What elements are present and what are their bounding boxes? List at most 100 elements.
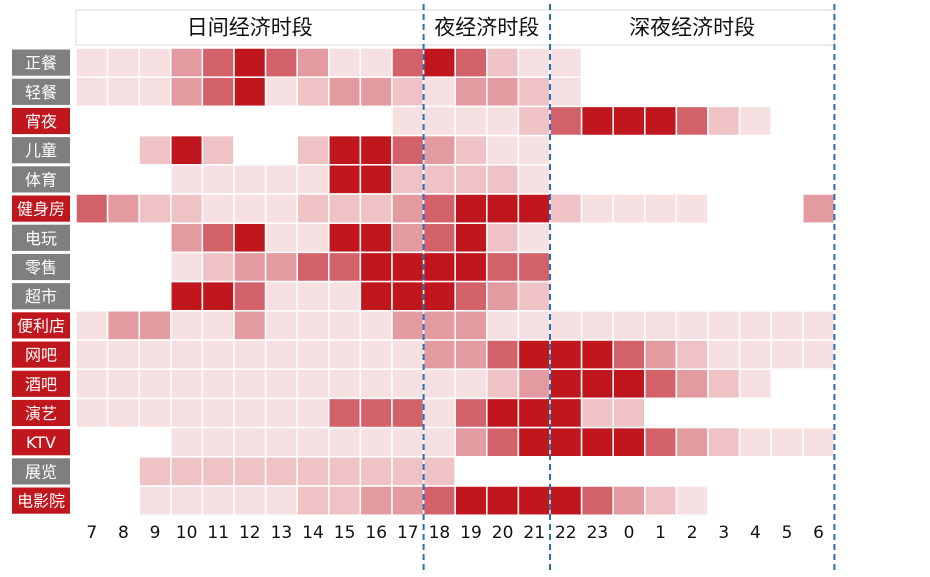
heatmap-cell (138, 456, 172, 487)
heatmap-cell (106, 251, 140, 283)
heatmap-cell (738, 47, 772, 78)
heatmap-cell (517, 222, 551, 254)
row-label: KTV (26, 433, 56, 452)
heatmap-cell (170, 134, 204, 166)
section-label: 日间经济时段 (187, 16, 313, 40)
heatmap-cell (770, 134, 804, 166)
heatmap-cell (422, 485, 456, 516)
heatmap-cell (549, 426, 583, 458)
heatmap-cell (296, 251, 330, 283)
heatmap-cell (738, 76, 772, 108)
heatmap-cell (233, 105, 267, 137)
column-label: 7 (86, 523, 97, 543)
heatmap-cell (391, 456, 425, 487)
row-label-box (12, 137, 70, 164)
heatmap-cell (75, 310, 109, 341)
heatmap-cell (296, 76, 330, 108)
heatmap-cell (391, 310, 425, 341)
heatmap-cell (644, 485, 678, 516)
heatmap-cell (264, 280, 298, 312)
heatmap-cell (770, 193, 804, 224)
heatmap-cell (391, 193, 425, 224)
heatmap-cell (675, 47, 709, 78)
heatmap-cell (770, 456, 804, 487)
heatmap-cell (422, 76, 456, 108)
heatmap-cell (517, 164, 551, 195)
heatmap-cell (454, 251, 488, 283)
heatmap-cell (106, 310, 140, 341)
heatmap-cell (391, 105, 425, 137)
column-labels: 7 8 9 10 11 12 13 14 15 16 17 18 19 20 21 22 23 0 1 2 3 4 5 6 (86, 523, 824, 543)
heatmap-cell (454, 222, 488, 254)
heatmap-cell (675, 426, 709, 458)
heatmap-cell (75, 485, 109, 516)
heatmap-cell (454, 164, 488, 195)
heatmap-cell (170, 251, 204, 283)
heatmap-cell (802, 280, 836, 312)
row-label-box (12, 49, 70, 76)
heatmap-cell (675, 222, 709, 254)
heatmap-cell (170, 105, 204, 137)
heatmap-cell (612, 485, 646, 516)
heatmap-cell (106, 105, 140, 137)
heatmap-cell (264, 134, 298, 166)
heatmap-cell (738, 193, 772, 224)
heatmap-cell (75, 397, 109, 429)
heatmap-cell (580, 310, 614, 341)
heatmap-cell (391, 47, 425, 78)
heatmap-cell (738, 397, 772, 429)
heatmap-cell (675, 310, 709, 341)
heatmap-cell (770, 397, 804, 429)
row-label-box (12, 458, 70, 485)
heatmap-cell (738, 251, 772, 283)
row-label: 正餐 (25, 54, 57, 73)
heatmap-cell (422, 426, 456, 458)
heatmap-cell (675, 397, 709, 429)
heatmap-cell (486, 164, 520, 195)
heatmap-cell (738, 426, 772, 458)
heatmap-cell (486, 47, 520, 78)
heatmap-cell (644, 193, 678, 224)
heatmap-cell (75, 280, 109, 312)
heatmap-cell (580, 368, 614, 400)
heatmap-cell (517, 368, 551, 400)
heatmap-cell (138, 280, 172, 312)
heatmap-cell (549, 310, 583, 341)
row-label: 超市 (25, 287, 57, 306)
heatmap-cell (612, 251, 646, 283)
heatmap-cell (264, 164, 298, 195)
column-label: 17 (397, 523, 419, 543)
heatmap-cell (264, 76, 298, 108)
heatmap-cell (644, 251, 678, 283)
heatmap-cell (201, 76, 235, 108)
heatmap-cell (296, 397, 330, 429)
section-label: 夜经济时段 (434, 16, 539, 40)
heatmap-cell (675, 134, 709, 166)
heatmap-cell (233, 76, 267, 108)
heatmap-cell (707, 251, 741, 283)
heatmap-cell (644, 339, 678, 370)
heatmap-cell (328, 485, 362, 516)
heatmap-cell (359, 47, 393, 78)
heatmap-cell (391, 280, 425, 312)
heatmap-cell (138, 76, 172, 108)
heatmap-cell (770, 222, 804, 254)
heatmap-cells (75, 47, 836, 516)
row-label-box (12, 399, 70, 427)
row-label: 网吧 (25, 346, 57, 365)
heatmap-cell (422, 456, 456, 487)
row-label: 零售 (25, 258, 57, 277)
heatmap-cell (517, 280, 551, 312)
heatmap-cell (738, 310, 772, 341)
heatmap-cell (201, 280, 235, 312)
heatmap-cell (802, 456, 836, 487)
heatmap-cell (422, 105, 456, 137)
heatmap-cell (707, 76, 741, 108)
heatmap-cell (517, 426, 551, 458)
heatmap-cell (264, 456, 298, 487)
heatmap-cell (422, 310, 456, 341)
heatmap-cell (802, 426, 836, 458)
row-label: 演艺 (25, 404, 57, 423)
heatmap-cell (486, 339, 520, 370)
column-label: 21 (523, 523, 545, 543)
